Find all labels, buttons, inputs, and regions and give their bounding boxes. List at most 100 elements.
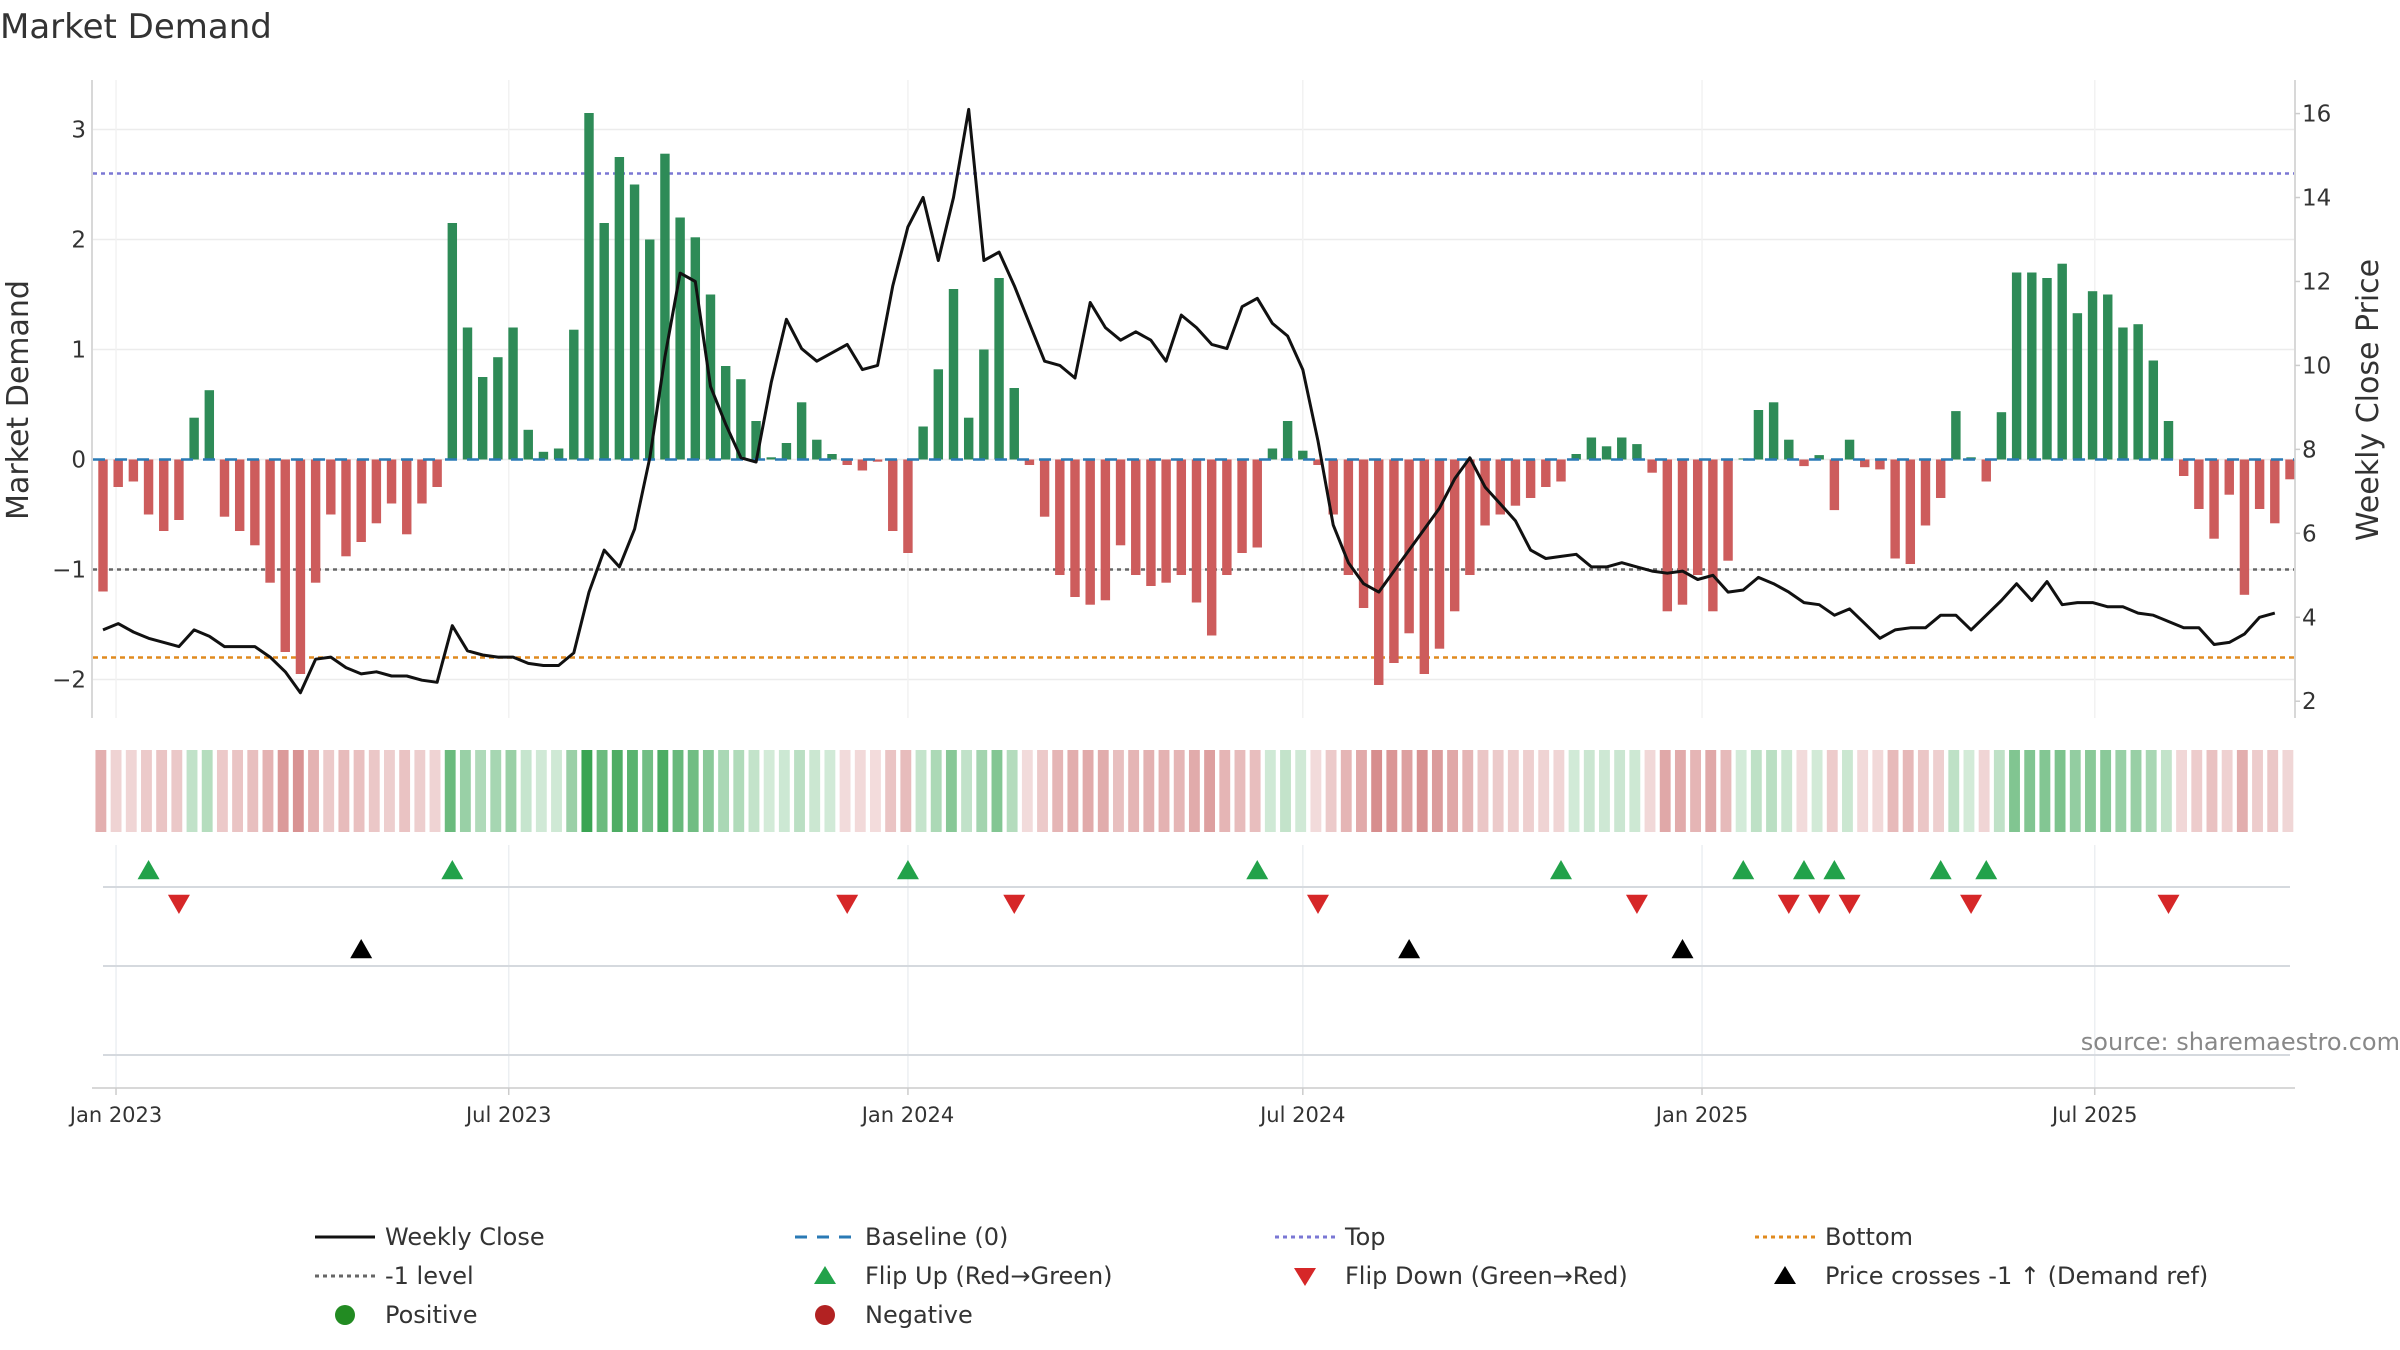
strip-cell [2069,750,2081,832]
y-tick-label: 1 [71,338,86,364]
negative-bar [1799,459,1809,467]
strip-cell [1887,750,1899,832]
flip-down-marker [1838,894,1861,914]
positive-bar [1586,437,1597,460]
positive-bar [796,402,807,460]
strip-cell [1781,750,1793,832]
positive-bar [751,421,761,460]
negative-bar [371,459,382,524]
date-tick-label: Jan 2025 [1654,1103,1749,1127]
positive-bar [1298,450,1308,460]
positive-bar [933,369,944,460]
negative-bar [159,459,169,531]
strip-cell [2085,750,2096,832]
strip-cell [2160,750,2172,832]
strip-cell [1492,750,1504,832]
legend-swatch [815,1305,835,1325]
strip-cell [1371,750,1383,832]
price-cross-marker [1398,939,1421,959]
date-tick-label: Jul 2023 [464,1103,551,1127]
flip-up-marker [1823,860,1846,880]
strip-cell [733,750,745,832]
negative-bar [1419,459,1430,674]
strip-cell [1356,750,1367,832]
date-tick-label: Jan 2024 [860,1103,955,1127]
strip-cell [1599,750,1610,832]
weekly-close-line [102,107,2276,695]
strip-cell [1674,750,1686,832]
strip-cell [794,750,805,832]
strip-cell [1158,750,1170,832]
left-y-ticks: 3 2 1 0 −1 −2 [52,118,86,694]
strip-cell [1113,750,1124,832]
negative-bar [1525,459,1536,498]
strip-cell [247,750,259,832]
positive-bar [766,457,776,460]
negative-bar [356,459,366,542]
strip-cell [2100,750,2112,832]
positive-bar [660,153,670,460]
strip-cell [505,750,517,832]
negative-bar [1677,459,1688,605]
strip-cell [2176,750,2188,832]
strip-cell [1857,750,1869,832]
strip-cell [976,750,988,832]
negative-bar [842,459,852,465]
strip-cell [1507,750,1519,832]
strip-cell [1386,750,1398,832]
positive-bar [2133,324,2143,460]
negative-bar [1860,459,1870,468]
strip-cell [1219,750,1231,832]
strip-cell [323,750,335,832]
y-axis-label: Market Demand [1,280,36,520]
positive-bar [675,217,685,460]
positive-bar [569,329,579,460]
strip-cell [1811,750,1823,832]
negative-bar [219,459,230,517]
y2-tick-label: 14 [2302,186,2331,212]
negative-bar [310,459,321,583]
strip-cell [1204,750,1216,832]
negative-bar [1055,459,1065,575]
positive-bar [1601,446,1612,460]
flip-up-marker [896,860,919,880]
strip-cell [1173,750,1185,832]
strip-cell [824,750,836,832]
negative-bar [857,459,868,471]
strip-cell [1067,750,1079,832]
negative-bar [1146,459,1156,586]
legend-swatch [335,1305,355,1325]
y-tick-label: 3 [71,118,86,144]
flip-up-marker [1793,860,1815,880]
negative-bar [1374,459,1384,685]
flip-up-marker [1929,860,1952,880]
strip-cell [2191,750,2203,832]
strip-cell [566,750,578,832]
negative-bar [1161,459,1171,583]
negative-bar [1510,459,1521,506]
negative-bar [1404,459,1414,634]
positive-bar [812,439,822,460]
strip-cell [1933,750,1945,832]
strip-cell [1963,750,1975,832]
date-tick-label: Jul 2025 [2050,1103,2137,1127]
positive-bar [1632,444,1642,460]
strip-cell [1006,750,1018,832]
negative-bar [1115,459,1126,546]
legend-label: -1 level [385,1262,474,1290]
strip-cell [1249,750,1261,832]
positive-bar [599,223,609,460]
strip-cell [1143,750,1155,832]
negative-bar [1905,459,1916,564]
strip-cell [581,750,593,832]
strip-cell [1401,750,1413,832]
strip-cell [1766,750,1777,832]
y-tick-label: 0 [71,448,86,474]
y2-tick-label: 6 [2302,521,2317,547]
legend-label: Weekly Close [385,1223,545,1251]
strip-cell [1750,750,1762,832]
strip-cell [945,750,957,832]
legend-label: Flip Down (Green→Red) [1345,1262,1628,1290]
negative-bar [326,459,336,515]
negative-bar [872,459,883,462]
